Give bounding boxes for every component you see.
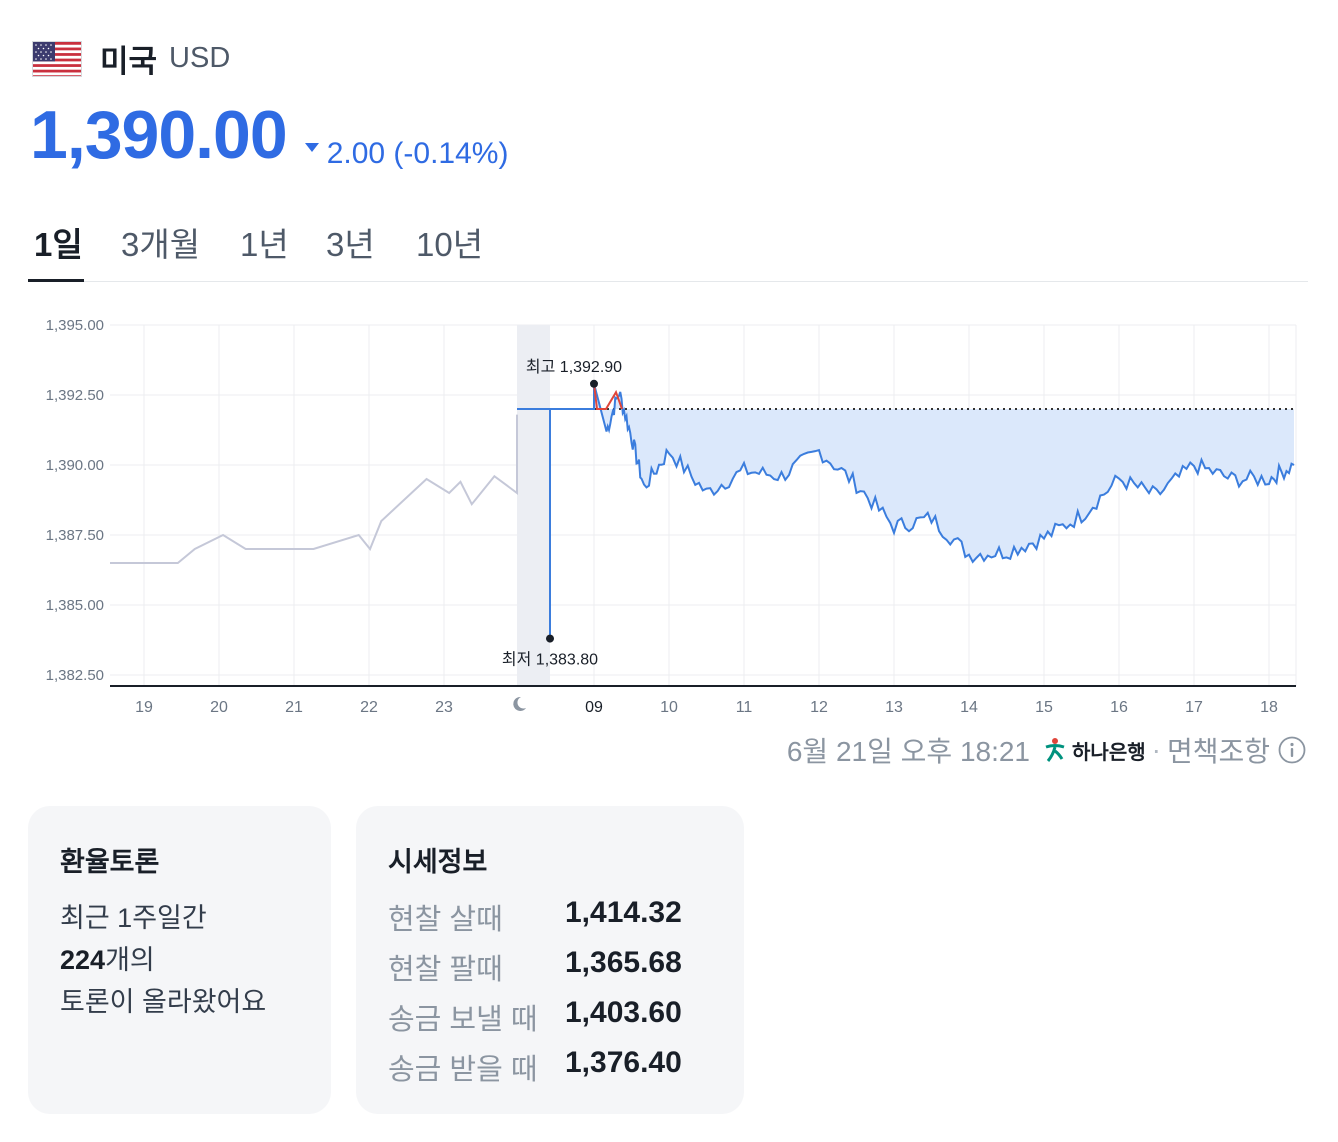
tab-1y[interactable]: 1년 <box>240 226 289 263</box>
hana-bank-icon <box>1045 738 1065 762</box>
discussion-title: 환율토론 <box>60 847 160 877</box>
low-label: 최저 1,383.80 <box>502 651 598 669</box>
tab-1d[interactable]: 1일 <box>34 226 83 263</box>
y-tick-label: 1,385.00 <box>46 597 104 614</box>
active-tab-indicator <box>28 279 84 282</box>
quote-label: 송금 받을 때 <box>388 1054 538 1086</box>
y-tick-label: 1,387.50 <box>46 527 104 544</box>
x-tick-label: 10 <box>660 699 678 716</box>
x-axis-labels: 19 20 21 22 23 09 10 11 12 13 14 15 16 17 18 <box>135 696 1278 716</box>
quote-row: 현찰 팔때 1,365.68 <box>388 946 728 988</box>
period-tabs: 1일 3개월 1년 3년 10년 <box>28 208 1308 282</box>
y-axis-labels: 1,395.00 1,392.50 1,390.00 1,387.50 1,385.00… <box>46 317 104 684</box>
exchange-rate-chart[interactable]: 1,395.00 1,392.50 1,390.00 1,387.50 1,385.00… <box>20 300 1310 725</box>
prior-session-line <box>110 414 518 564</box>
x-tick-label: 11 <box>736 699 753 716</box>
discussion-message: 토론이 올라왔어요 <box>60 987 267 1017</box>
quote-label: 송금 보낼 때 <box>388 1004 538 1036</box>
y-tick-label: 1,382.50 <box>46 667 104 684</box>
country-name: 미국 <box>100 44 158 79</box>
separator: · <box>1151 734 1161 765</box>
x-tick-label: 15 <box>1035 699 1053 716</box>
x-tick-label: 23 <box>435 699 453 716</box>
bank-logo: 하나은행 <box>1042 736 1146 765</box>
below-close-fill <box>594 386 1294 562</box>
quote-value: 1,403.60 <box>565 996 682 1029</box>
discussion-count: 224 <box>60 945 106 975</box>
today-line <box>517 383 1295 639</box>
y-tick-label: 1,395.00 <box>46 317 104 334</box>
x-tick-label: 22 <box>360 699 378 716</box>
us-flag-icon <box>32 40 82 77</box>
current-price: 1,390.00 <box>30 97 288 173</box>
price-change: 2.00 (-0.14%) <box>304 136 509 171</box>
update-timestamp: 6월 21일 오후 18:21 <box>786 736 1031 767</box>
x-tick-label: 19 <box>135 699 153 716</box>
x-tick-label: 14 <box>960 699 978 716</box>
discussion-period: 최근 1주일간 <box>60 903 207 933</box>
x-tick-label: 18 <box>1260 699 1278 716</box>
down-arrow-icon <box>304 143 319 152</box>
tab-3m[interactable]: 3개월 <box>121 226 201 263</box>
x-tick-label: 21 <box>285 699 303 716</box>
moon-icon <box>513 696 526 711</box>
quote-value: 1,365.68 <box>565 946 682 979</box>
tab-10y[interactable]: 10년 <box>416 226 484 263</box>
discussion-count-line: 224개의 <box>60 938 155 977</box>
tab-3y[interactable]: 3년 <box>326 226 375 263</box>
quote-value: 1,414.32 <box>565 896 682 929</box>
y-tick-label: 1,390.00 <box>46 457 104 474</box>
info-icon[interactable] <box>1278 736 1306 764</box>
x-tick-label: 12 <box>810 699 828 716</box>
quote-card: 시세정보 현찰 살때 1,414.32 현찰 팔때 1,365.68 송금 보낼… <box>356 806 744 1114</box>
discussion-card[interactable]: 환율토론 최근 1주일간 224개의 토론이 올라왔어요 <box>28 806 331 1114</box>
quote-title: 시세정보 <box>388 847 488 877</box>
x-tick-label: 17 <box>1185 699 1203 716</box>
high-label: 최고 1,392.90 <box>526 358 622 376</box>
quote-row: 현찰 살때 1,414.32 <box>388 896 728 938</box>
low-marker <box>546 634 554 643</box>
price-row: 1,390.00 2.00 (-0.14%) <box>30 96 508 174</box>
currency-header: 미국 USD <box>32 36 230 81</box>
price-change-value: 2.00 (-0.14%) <box>326 136 509 170</box>
quote-label: 현찰 살때 <box>388 904 503 936</box>
x-tick-label: 13 <box>885 699 903 716</box>
night-band <box>517 325 550 686</box>
source-info: 6월 21일 오후 18:21 하나은행 · 면책조항 <box>787 730 1306 770</box>
quote-row: 송금 보낼 때 1,403.60 <box>388 996 728 1038</box>
high-marker <box>590 379 598 388</box>
quote-row: 송금 받을 때 1,376.40 <box>388 1046 728 1088</box>
x-tick-label: 09 <box>585 699 603 716</box>
chart-grid <box>110 324 1297 686</box>
bank-name: 하나은행 <box>1072 741 1146 764</box>
x-tick-label: 16 <box>1110 699 1128 716</box>
currency-code: USD <box>169 42 231 74</box>
quote-value: 1,376.40 <box>565 1046 682 1079</box>
disclaimer-link[interactable]: 면책조항 <box>1166 736 1270 767</box>
x-tick-label: 20 <box>210 699 228 716</box>
y-tick-label: 1,392.50 <box>46 387 104 404</box>
above-close-line <box>593 383 623 410</box>
quote-label: 현찰 팔때 <box>388 954 503 986</box>
discussion-count-suffix: 개의 <box>105 945 155 975</box>
